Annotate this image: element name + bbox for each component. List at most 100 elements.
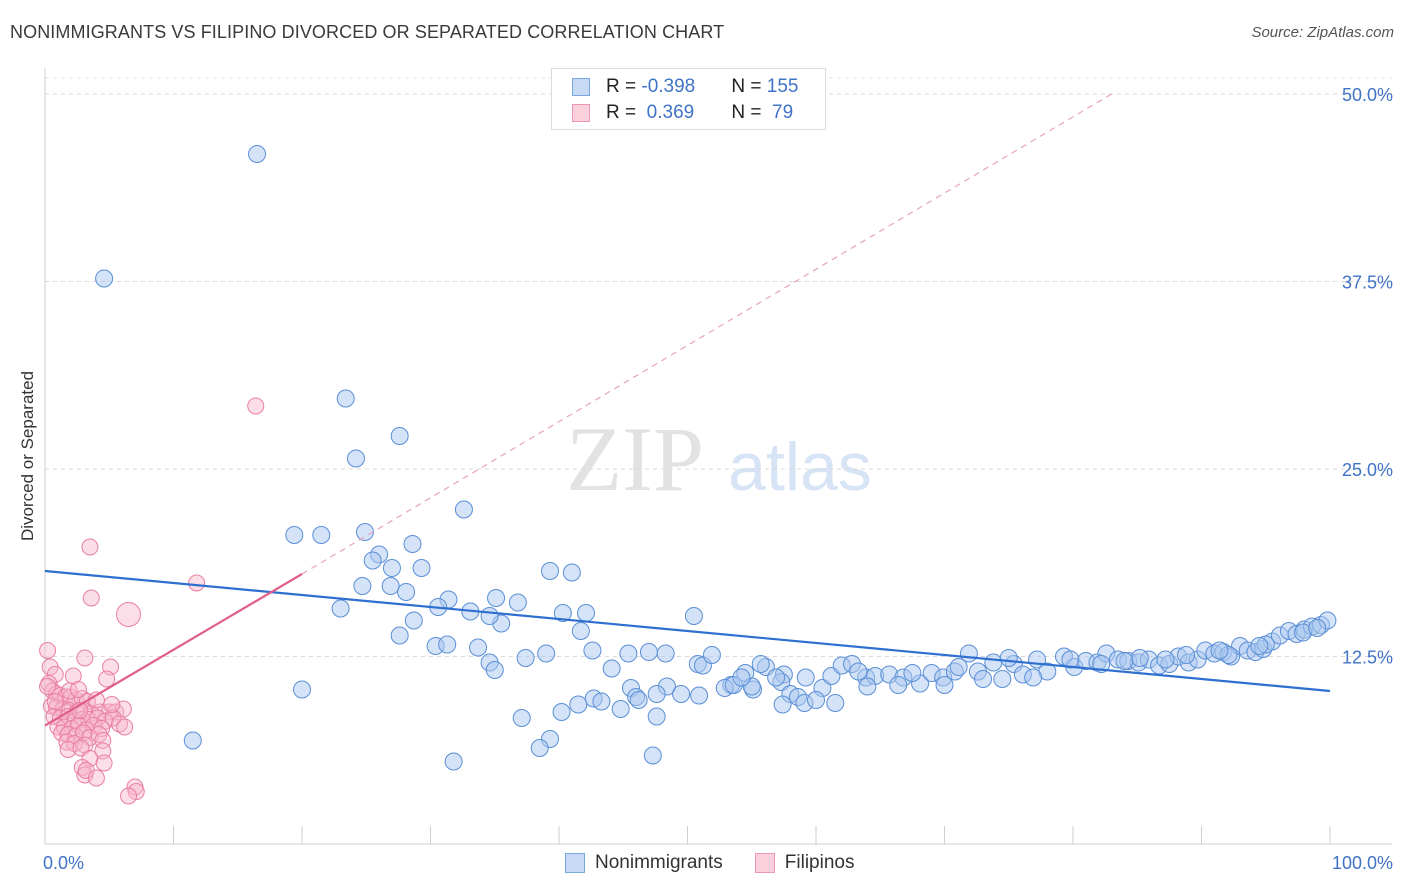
- nonimmigrants-point: [949, 658, 968, 676]
- legend-swatch-filipinos: [754, 853, 775, 873]
- nonimmigrants-point: [487, 589, 506, 607]
- nonimmigrants-point: [903, 664, 922, 682]
- filipinos-point: [120, 787, 138, 805]
- filipinos-point: [53, 724, 71, 742]
- nonimmigrants-point: [312, 526, 331, 544]
- nonimmigrants-point: [480, 607, 499, 625]
- nonimmigrants-point: [639, 643, 658, 661]
- nonimmigrants-points: [95, 145, 1337, 771]
- filipinos-point: [46, 666, 64, 683]
- legend-swatch-nonimmigrants: [565, 853, 585, 873]
- nonimmigrants-point: [248, 145, 267, 163]
- nonimmigrants-point: [1210, 641, 1229, 660]
- nonimmigrants-point: [569, 695, 588, 714]
- filipinos-point: [188, 574, 206, 592]
- legend-n-value: 155: [766, 76, 799, 97]
- nonimmigrants-point: [390, 626, 409, 645]
- y-tick-label: 25.0%: [1342, 460, 1393, 480]
- legend-n-value: 79: [766, 102, 794, 123]
- legend-label-nonimmigrants: Nonimmigrants: [595, 852, 723, 873]
- nonimmigrants-point: [1156, 650, 1175, 669]
- filipinos-point: [60, 682, 78, 700]
- nonimmigrants-point: [397, 583, 416, 601]
- nonimmigrants-point: [602, 659, 621, 678]
- nonimmigrants-point: [381, 577, 400, 595]
- nonimmigrants-point: [1115, 652, 1134, 670]
- nonimmigrants-point: [849, 662, 868, 681]
- filipinos-point: [103, 696, 121, 713]
- nonimmigrants-point: [537, 644, 556, 663]
- nonimmigrants-point: [285, 526, 304, 544]
- filipinos-point: [76, 649, 94, 667]
- axes: [44, 68, 1392, 845]
- legend-r-value: -0.398: [641, 76, 696, 97]
- nonimmigrants-point: [571, 622, 590, 640]
- nonimmigrants-point: [999, 649, 1018, 667]
- nonimmigrants-point: [454, 500, 473, 519]
- filipinos-point: [81, 538, 99, 556]
- legend-r-label: R =: [606, 102, 642, 123]
- nonimmigrants-point: [993, 670, 1012, 688]
- filipinos-point: [95, 754, 113, 772]
- chart-title: NONIMMIGRANTS VS FILIPINO DIVORCED OR SE…: [10, 22, 725, 42]
- nonimmigrants-point: [530, 739, 549, 757]
- nonimmigrants-point: [382, 559, 401, 577]
- nonimmigrants-point: [984, 653, 1003, 672]
- nonimmigrants-point: [619, 644, 638, 663]
- nonimmigrants-point: [767, 668, 786, 687]
- filipinos-point: [247, 397, 265, 415]
- nonimmigrants-point: [403, 535, 422, 553]
- nonimmigrants-point: [647, 685, 666, 703]
- filipinos-point: [69, 681, 87, 698]
- nonimmigrants-point: [672, 685, 691, 703]
- nonimmigrants-point: [656, 644, 675, 663]
- nonimmigrants-point: [690, 686, 709, 705]
- source-label: Source: ZipAtlas.com: [1251, 24, 1394, 41]
- nonimmigrants-point: [732, 668, 751, 687]
- filipinos-point: [87, 769, 105, 787]
- nonimmigrants-point: [363, 551, 382, 570]
- nonimmigrants-point: [562, 563, 581, 582]
- nonimmigrants-point: [751, 655, 770, 673]
- nonimmigrants-point: [512, 709, 531, 727]
- correlation-legend: R = -0.398 N = 155 R = 0.369 N = 79: [551, 68, 826, 130]
- y-tick-label: 50.0%: [1342, 85, 1393, 105]
- tick-labels: 12.5% 25.0% 37.5% 50.0% 0.0% 100.0%: [43, 85, 1393, 873]
- nonimmigrants-point: [1024, 668, 1043, 687]
- filipinos-points: [39, 397, 265, 805]
- nonimmigrants-point: [485, 661, 504, 679]
- nonimmigrants-point: [826, 694, 845, 712]
- nonimmigrants-point: [516, 649, 535, 667]
- legend-swatch-blue: [572, 78, 590, 96]
- filipinos-point: [82, 589, 100, 607]
- filipinos-point: [116, 602, 142, 627]
- legend-row-filipinos: R = 0.369 N = 79: [572, 102, 793, 124]
- nonimmigrants-point: [553, 604, 572, 622]
- nonimmigrants-point: [796, 668, 815, 687]
- nonimmigrants-point: [552, 703, 571, 721]
- nonimmigrants-point: [684, 607, 703, 625]
- y-tick-label: 12.5%: [1342, 648, 1393, 668]
- nonimmigrants-point: [331, 599, 350, 618]
- nonimmigrants-point: [1177, 646, 1196, 664]
- legend-n-label: N =: [731, 76, 767, 97]
- nonimmigrants-point: [336, 389, 355, 408]
- trend-lines: [44, 93, 1331, 727]
- watermark-atlas: atlas: [728, 429, 872, 505]
- legend-item-filipinos: Filipinos: [754, 852, 855, 874]
- legend-swatch-pink: [572, 104, 590, 122]
- nonimmigrants-point: [647, 707, 666, 726]
- watermark-zip: ZIP: [566, 408, 704, 510]
- nonimmigrants-point: [1308, 619, 1327, 637]
- filipinos-point: [111, 715, 129, 733]
- legend-label-filipinos: Filipinos: [784, 852, 855, 873]
- nonimmigrants-trend-line: [44, 569, 1331, 693]
- filipinos-point: [98, 670, 116, 688]
- nonimmigrants-point: [576, 604, 595, 622]
- nonimmigrants-point: [390, 427, 409, 445]
- nonimmigrants-point: [508, 593, 527, 612]
- nonimmigrants-point: [95, 269, 114, 288]
- nonimmigrants-point: [1061, 650, 1080, 669]
- nonimmigrants-point: [858, 677, 877, 696]
